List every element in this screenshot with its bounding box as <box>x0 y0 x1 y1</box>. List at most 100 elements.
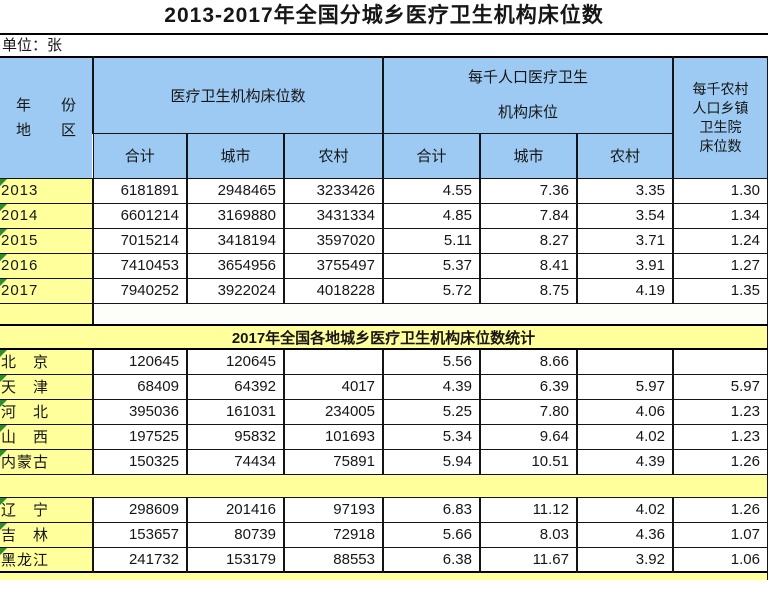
data-cell[interactable]: 3.71 <box>576 227 674 254</box>
data-cell[interactable]: 197525 <box>92 423 188 450</box>
data-cell[interactable]: 4.55 <box>382 177 481 204</box>
data-cell[interactable]: 153657 <box>92 521 188 548</box>
data-cell[interactable]: 68409 <box>92 373 188 400</box>
data-cell[interactable]: 150325 <box>92 448 188 475</box>
data-cell[interactable]: 75891 <box>283 448 384 475</box>
data-cell[interactable]: 120645 <box>186 348 285 375</box>
data-cell[interactable]: 7.80 <box>479 398 578 425</box>
data-cell[interactable]: 8.03 <box>479 521 578 548</box>
data-cell[interactable]: 88553 <box>283 546 384 573</box>
data-cell[interactable]: 5.37 <box>382 252 481 279</box>
row-label-cell[interactable]: 2016 <box>0 252 94 279</box>
sub-header-rural-1[interactable]: 农村 <box>283 132 384 179</box>
data-cell[interactable]: 153179 <box>186 546 285 573</box>
data-cell[interactable]: 7.36 <box>479 177 578 204</box>
data-cell[interactable]: 201416 <box>186 496 285 523</box>
row-label-cell[interactable]: 北 京 <box>0 348 94 375</box>
data-cell[interactable]: 3169880 <box>186 202 285 229</box>
row-label-cell[interactable]: 辽 宁 <box>0 496 94 523</box>
header-rural-township-beds[interactable]: 每千农村 人口乡镇 卫生院 床位数 <box>672 56 768 179</box>
sub-header-total-1[interactable]: 合计 <box>93 132 188 179</box>
sub-header-urban-1[interactable]: 城市 <box>186 132 285 179</box>
data-cell[interactable]: 5.56 <box>382 348 481 375</box>
data-cell[interactable]: 7015214 <box>92 227 188 254</box>
data-cell[interactable]: 5.72 <box>382 277 481 304</box>
data-cell[interactable]: 7410453 <box>92 252 188 279</box>
data-cell[interactable]: 11.67 <box>479 546 578 573</box>
data-cell[interactable]: 80739 <box>186 521 285 548</box>
data-cell[interactable]: 2948465 <box>186 177 285 204</box>
data-cell[interactable]: 7940252 <box>92 277 188 304</box>
data-cell[interactable]: 1.23 <box>672 398 768 425</box>
group-header-beds[interactable]: 医疗卫生机构床位数 <box>92 56 384 134</box>
data-cell[interactable]: 3.91 <box>576 252 674 279</box>
data-cell[interactable]: 5.66 <box>382 521 481 548</box>
gap-cell-right[interactable] <box>92 302 768 326</box>
data-cell[interactable]: 1.30 <box>672 177 768 204</box>
data-cell[interactable]: 9.64 <box>479 423 578 450</box>
data-cell[interactable]: 4017 <box>283 373 384 400</box>
data-cell[interactable]: 3418194 <box>186 227 285 254</box>
data-cell[interactable]: 5.94 <box>382 448 481 475</box>
data-cell[interactable]: 64392 <box>186 373 285 400</box>
data-cell[interactable]: 8.66 <box>479 348 578 375</box>
data-cell[interactable]: 395036 <box>92 398 188 425</box>
data-cell[interactable]: 1.34 <box>672 202 768 229</box>
data-cell[interactable]: 5.97 <box>576 373 674 400</box>
data-cell[interactable]: 1.06 <box>672 546 768 573</box>
data-cell[interactable]: 4.36 <box>576 521 674 548</box>
data-cell[interactable]: 7.84 <box>479 202 578 229</box>
data-cell[interactable]: 10.51 <box>479 448 578 475</box>
data-cell[interactable]: 3.92 <box>576 546 674 573</box>
data-cell[interactable] <box>672 348 768 375</box>
data-cell[interactable]: 234005 <box>283 398 384 425</box>
data-cell[interactable]: 1.24 <box>672 227 768 254</box>
data-cell[interactable]: 4.85 <box>382 202 481 229</box>
data-cell[interactable]: 6601214 <box>92 202 188 229</box>
group-header-per1000[interactable]: 每千人口医疗卫生 机构床位 <box>382 56 674 134</box>
sub-header-total-2[interactable]: 合计 <box>382 132 481 179</box>
data-cell[interactable]: 161031 <box>186 398 285 425</box>
row-label-cell[interactable]: 山 西 <box>0 423 94 450</box>
data-cell[interactable]: 3233426 <box>283 177 384 204</box>
data-cell[interactable]: 3654956 <box>186 252 285 279</box>
data-cell[interactable]: 4018228 <box>283 277 384 304</box>
data-cell[interactable]: 4.39 <box>382 373 481 400</box>
sub-header-urban-2[interactable]: 城市 <box>479 132 578 179</box>
row-label-cell[interactable]: 2014 <box>0 202 94 229</box>
data-cell[interactable]: 1.35 <box>672 277 768 304</box>
data-cell[interactable]: 8.41 <box>479 252 578 279</box>
data-cell[interactable]: 3.54 <box>576 202 674 229</box>
row-label-cell[interactable]: 天 津 <box>0 373 94 400</box>
data-cell[interactable]: 6181891 <box>92 177 188 204</box>
data-cell[interactable]: 4.06 <box>576 398 674 425</box>
data-cell[interactable]: 4.02 <box>576 423 674 450</box>
data-cell[interactable]: 4.39 <box>576 448 674 475</box>
data-cell[interactable]: 3431334 <box>283 202 384 229</box>
data-cell[interactable]: 72918 <box>283 521 384 548</box>
data-cell[interactable]: 6.39 <box>479 373 578 400</box>
data-cell[interactable]: 8.75 <box>479 277 578 304</box>
corner-header-cell[interactable]: 年 份 地 区 <box>0 56 94 179</box>
data-cell[interactable]: 4.02 <box>576 496 674 523</box>
data-cell[interactable]: 101693 <box>283 423 384 450</box>
yellow-gap-cell[interactable] <box>0 473 768 498</box>
data-cell[interactable]: 1.07 <box>672 521 768 548</box>
sub-header-rural-2[interactable]: 农村 <box>576 132 674 179</box>
row-label-cell[interactable]: 黑龙江 <box>0 546 94 573</box>
data-cell[interactable]: 3597020 <box>283 227 384 254</box>
data-cell[interactable] <box>576 348 674 375</box>
gap-cell-left[interactable] <box>0 302 94 326</box>
data-cell[interactable]: 298609 <box>92 496 188 523</box>
row-label-cell[interactable]: 2013 <box>0 177 94 204</box>
row-label-cell[interactable]: 吉 林 <box>0 521 94 548</box>
data-cell[interactable]: 120645 <box>92 348 188 375</box>
data-cell[interactable]: 3922024 <box>186 277 285 304</box>
data-cell[interactable]: 5.34 <box>382 423 481 450</box>
data-cell[interactable]: 5.97 <box>672 373 768 400</box>
data-cell[interactable]: 95832 <box>186 423 285 450</box>
data-cell[interactable]: 1.23 <box>672 423 768 450</box>
data-cell[interactable]: 6.83 <box>382 496 481 523</box>
row-label-cell[interactable]: 2017 <box>0 277 94 304</box>
data-cell[interactable]: 74434 <box>186 448 285 475</box>
